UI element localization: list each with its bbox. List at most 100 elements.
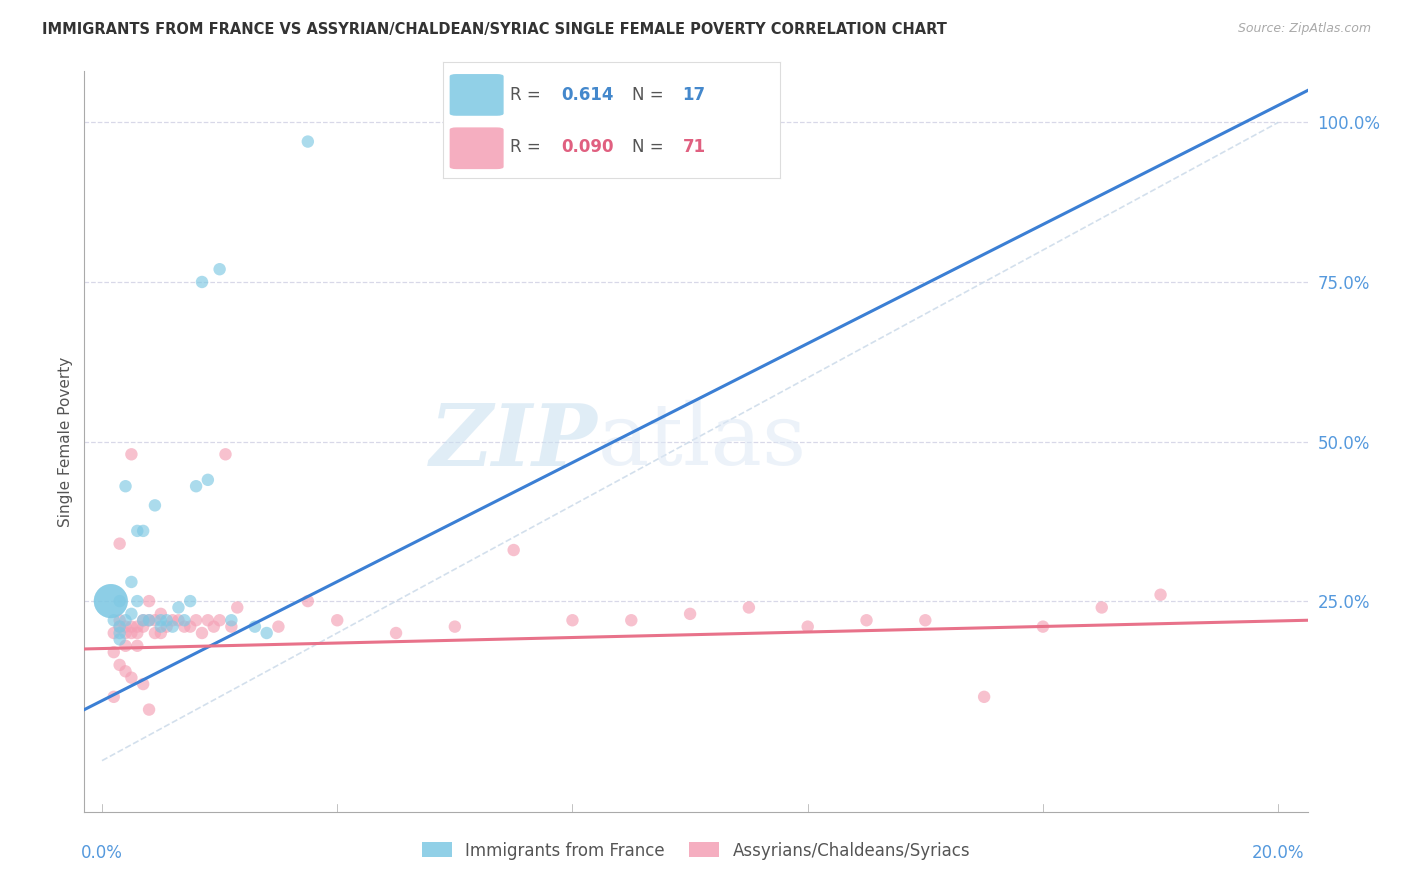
- Point: [1149, 588, 1171, 602]
- Point: [108, 536, 131, 550]
- Point: [103, 626, 125, 640]
- Point: [143, 613, 166, 627]
- Point: [184, 613, 207, 627]
- Point: [114, 665, 136, 679]
- Point: [202, 619, 225, 633]
- Point: [444, 619, 467, 633]
- Point: [114, 479, 136, 493]
- Point: [973, 690, 995, 704]
- Point: [179, 594, 201, 608]
- Point: [502, 543, 524, 558]
- Point: [108, 619, 131, 633]
- Point: [138, 703, 160, 717]
- Point: [108, 594, 131, 608]
- Point: [156, 619, 179, 633]
- Point: [103, 690, 125, 704]
- Point: [114, 619, 136, 633]
- Point: [132, 524, 155, 538]
- Point: [561, 613, 583, 627]
- Point: [214, 447, 236, 461]
- Point: [114, 613, 136, 627]
- Text: 0.090: 0.090: [561, 138, 613, 156]
- Point: [120, 447, 142, 461]
- Point: [208, 613, 231, 627]
- Text: 17: 17: [682, 86, 706, 103]
- Text: R =: R =: [510, 138, 547, 156]
- Point: [197, 473, 219, 487]
- Point: [108, 632, 131, 647]
- Text: 20.0%: 20.0%: [1251, 844, 1305, 862]
- Point: [100, 594, 122, 608]
- Point: [149, 613, 172, 627]
- Point: [256, 626, 278, 640]
- Point: [103, 613, 125, 627]
- Point: [114, 639, 136, 653]
- Point: [138, 594, 160, 608]
- Legend: Immigrants from France, Assyrians/Chaldeans/Syriacs: Immigrants from France, Assyrians/Chalde…: [415, 835, 977, 866]
- Point: [127, 639, 149, 653]
- Text: 71: 71: [682, 138, 706, 156]
- Point: [132, 677, 155, 691]
- Point: [114, 626, 136, 640]
- Point: [796, 619, 818, 633]
- Point: [179, 619, 201, 633]
- Point: [297, 135, 319, 149]
- Point: [127, 626, 149, 640]
- Text: N =: N =: [631, 86, 669, 103]
- Point: [191, 275, 214, 289]
- Text: Source: ZipAtlas.com: Source: ZipAtlas.com: [1237, 22, 1371, 36]
- Point: [1032, 619, 1054, 633]
- Point: [191, 626, 214, 640]
- Point: [679, 607, 702, 621]
- Text: IMMIGRANTS FROM FRANCE VS ASSYRIAN/CHALDEAN/SYRIAC SINGLE FEMALE POVERTY CORRELA: IMMIGRANTS FROM FRANCE VS ASSYRIAN/CHALD…: [42, 22, 948, 37]
- Point: [127, 524, 149, 538]
- Point: [1091, 600, 1114, 615]
- Point: [132, 613, 155, 627]
- Text: N =: N =: [631, 138, 669, 156]
- Point: [127, 594, 149, 608]
- Point: [297, 594, 319, 608]
- Text: 0.0%: 0.0%: [82, 844, 122, 862]
- Point: [143, 499, 166, 513]
- Point: [385, 626, 408, 640]
- Point: [221, 613, 243, 627]
- Text: ZIP: ZIP: [430, 400, 598, 483]
- Point: [132, 613, 155, 627]
- Point: [127, 619, 149, 633]
- Point: [108, 657, 131, 672]
- Point: [108, 626, 131, 640]
- Point: [132, 619, 155, 633]
- Point: [173, 619, 195, 633]
- Point: [167, 600, 190, 615]
- Point: [120, 626, 142, 640]
- Point: [226, 600, 249, 615]
- Point: [100, 594, 122, 608]
- Point: [149, 619, 172, 633]
- Point: [162, 613, 184, 627]
- Point: [120, 574, 142, 589]
- Point: [208, 262, 231, 277]
- Point: [167, 613, 190, 627]
- Point: [173, 613, 195, 627]
- Point: [120, 607, 142, 621]
- Point: [138, 613, 160, 627]
- Point: [149, 607, 172, 621]
- Point: [738, 600, 761, 615]
- Point: [143, 626, 166, 640]
- Point: [120, 671, 142, 685]
- Text: R =: R =: [510, 86, 547, 103]
- Point: [156, 613, 179, 627]
- Point: [103, 645, 125, 659]
- Text: 0.614: 0.614: [561, 86, 613, 103]
- Point: [120, 619, 142, 633]
- Point: [221, 619, 243, 633]
- Point: [243, 619, 266, 633]
- Point: [108, 619, 131, 633]
- Point: [138, 613, 160, 627]
- Point: [108, 613, 131, 627]
- Point: [326, 613, 349, 627]
- Text: atlas: atlas: [598, 400, 807, 483]
- Point: [162, 619, 184, 633]
- Point: [267, 619, 290, 633]
- Point: [197, 613, 219, 627]
